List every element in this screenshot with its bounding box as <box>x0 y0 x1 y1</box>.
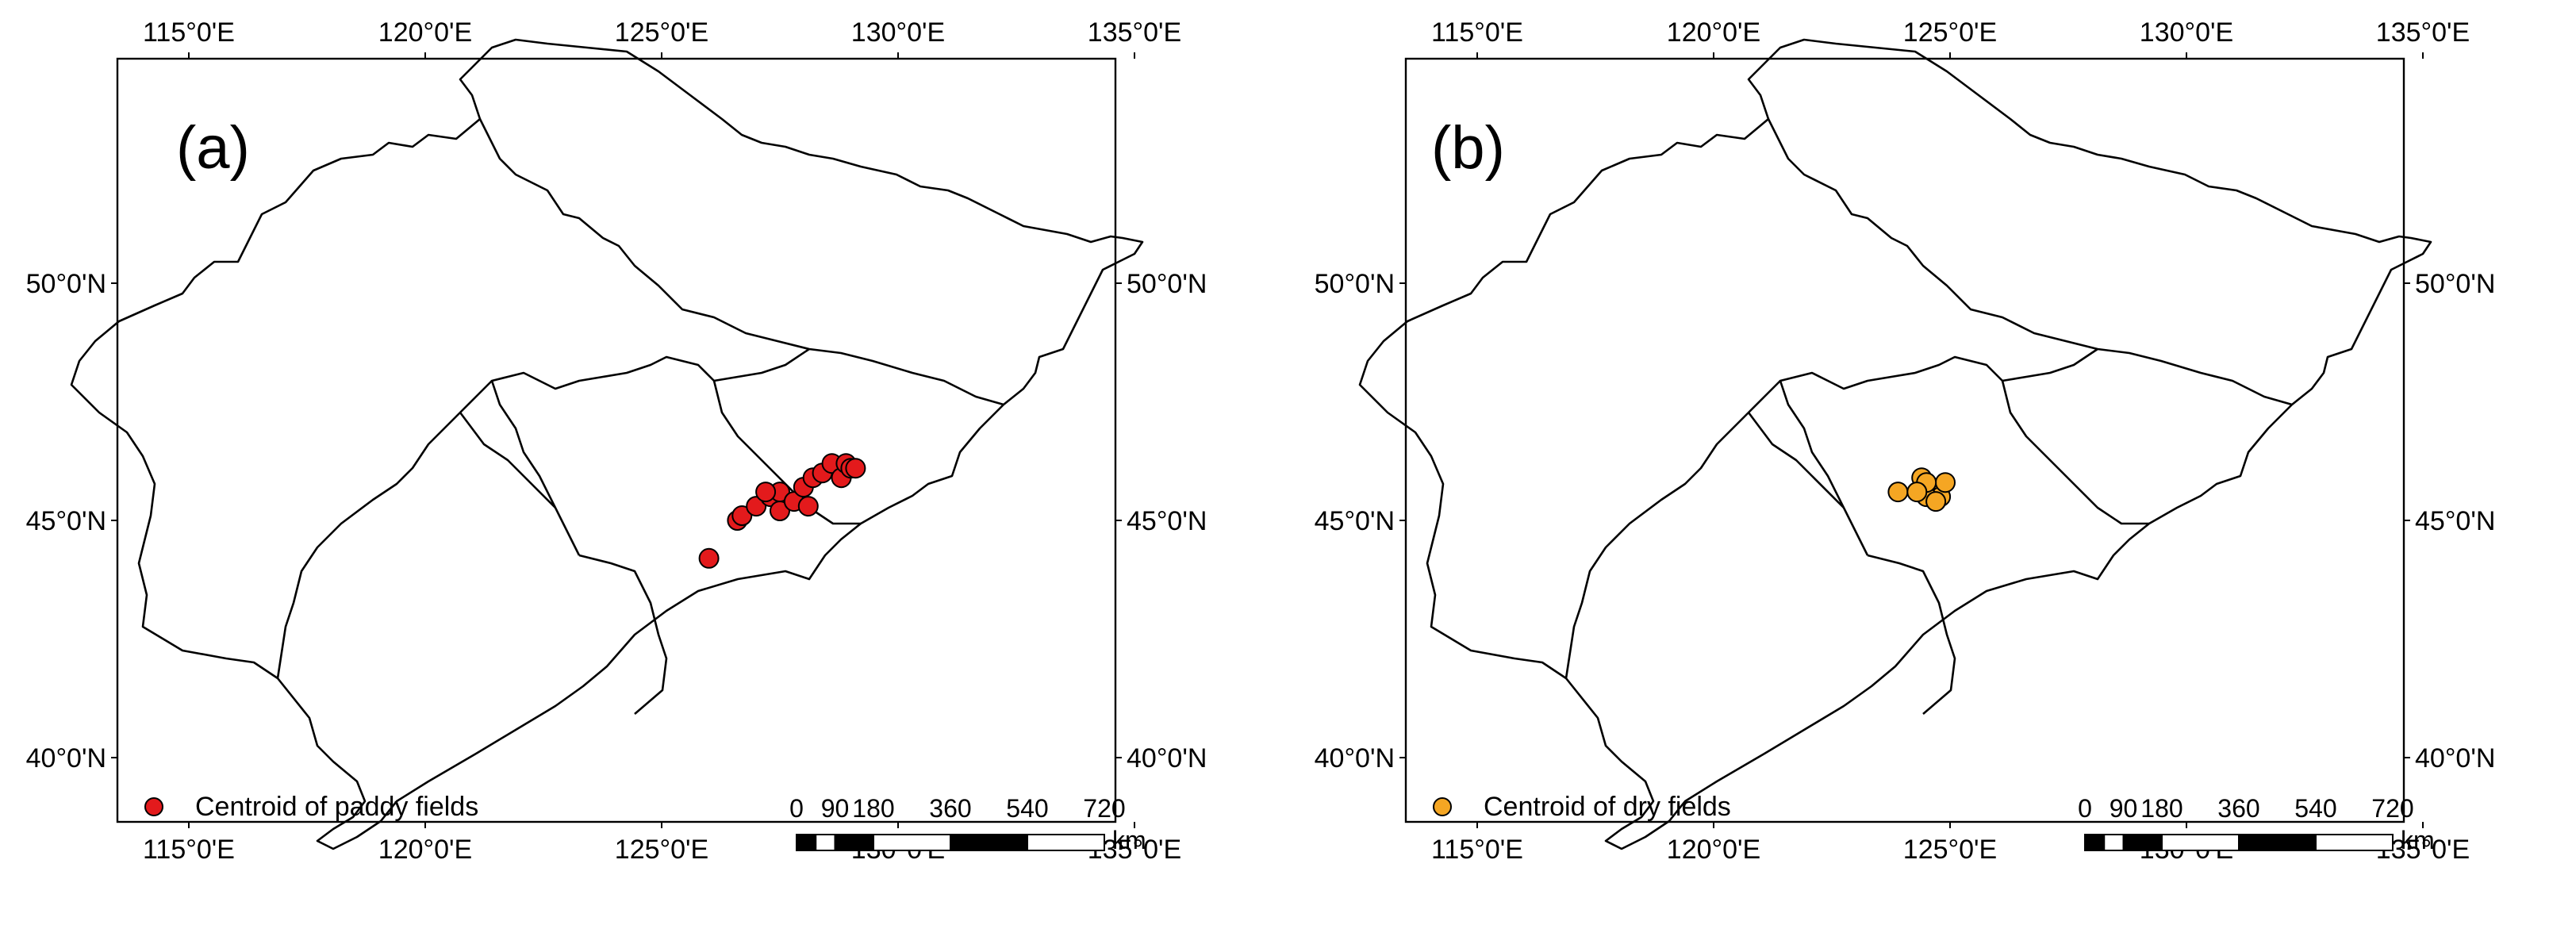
map-frame <box>1404 57 2405 823</box>
scale-segment <box>2103 834 2125 851</box>
lat-label-left: 50°0'N <box>26 269 106 299</box>
centroid-point <box>746 496 767 517</box>
legend: Centroid of paddy fields <box>144 792 478 822</box>
scale-label: 0 <box>2078 794 2092 823</box>
centroid-point <box>845 458 866 479</box>
scale-segment <box>796 834 817 851</box>
points-group-b <box>1887 467 1956 512</box>
legend-label: Centroid of paddy fields <box>195 792 478 822</box>
scale-segment <box>2084 834 2106 851</box>
scale-segment <box>2161 834 2240 851</box>
lon-label-bottom: 120°0'E <box>1667 835 1760 865</box>
longitude-ticks: 115°0'E 115°0'E 120°0'E 120°0'E 125°0'E 125°0… <box>143 17 1181 865</box>
panel-a: (a) Centroid of paddy fields 115°0'E115°… <box>26 17 1207 865</box>
legend-label: Centroid of dry fields <box>1484 792 1731 822</box>
panel-label: (a) <box>176 114 250 182</box>
scale-label: 540 <box>2294 794 2336 823</box>
lon-label-top: 130°0'E <box>851 17 945 48</box>
lon-label-bottom: 120°0'E <box>378 835 472 865</box>
lon-label-top: 130°0'E <box>2140 17 2233 48</box>
map-boundaries <box>1358 38 2432 850</box>
scale-segment <box>815 834 836 851</box>
lon-label-top: 120°0'E <box>1667 17 1760 48</box>
lat-label-left: 40°0'N <box>26 743 106 773</box>
centroid-point <box>1906 482 1928 503</box>
lat-label-left: 40°0'N <box>1315 743 1395 773</box>
lon-label-top: 135°0'E <box>2376 17 2470 48</box>
scale-segment <box>834 834 874 851</box>
scale-label: 720 <box>2371 794 2413 823</box>
centroid-point <box>1887 482 1909 503</box>
scale-unit: km <box>2401 826 2435 854</box>
lat-label-right: 40°0'N <box>2415 743 2495 773</box>
centroid-point <box>731 505 753 526</box>
scale-segment <box>873 834 951 851</box>
centroid-point <box>698 547 720 569</box>
lat-label-left: 45°0'N <box>26 506 106 536</box>
centroid-point <box>797 496 819 517</box>
lon-label-bottom: 115°0'E <box>1431 835 1523 865</box>
lon-label-top: 125°0'E <box>1903 17 1997 48</box>
scale-segment <box>950 834 1028 851</box>
lat-label-right: 40°0'N <box>1127 743 1207 773</box>
lat-label-left: 45°0'N <box>1315 506 1395 536</box>
lon-label-top: 115°0'E <box>1431 17 1523 48</box>
lat-label-left: 50°0'N <box>1315 269 1395 299</box>
lon-label-top: 115°0'E <box>143 17 235 48</box>
scale-label: 360 <box>2217 794 2259 823</box>
scale-label: 180 <box>852 794 894 823</box>
scale-label: 90 <box>821 794 850 823</box>
panel-label: (b) <box>1431 114 1505 182</box>
lat-label-right: 45°0'N <box>2415 506 2495 536</box>
scale-segment <box>2238 834 2317 851</box>
points-group-a <box>698 453 866 569</box>
lat-label-right: 50°0'N <box>2415 269 2495 299</box>
scale-segment <box>1027 834 1105 851</box>
lon-label-top: 125°0'E <box>615 17 708 48</box>
scale-label: 540 <box>1006 794 1048 823</box>
legend-marker <box>1433 797 1452 816</box>
scale-unit: km <box>1112 826 1146 854</box>
legend: Centroid of dry fields <box>1433 792 1731 822</box>
centroid-point <box>1925 491 1947 512</box>
centroid-point <box>1935 472 1956 493</box>
map-frame <box>116 57 1117 823</box>
panel-b: (b) Centroid of dry fields 115°0'E 115°0'… <box>1315 17 2496 865</box>
scale-label: 90 <box>2110 794 2138 823</box>
scale-label: 180 <box>2140 794 2182 823</box>
scale-segment <box>2315 834 2394 851</box>
lon-label-bottom: 115°0'E <box>143 835 235 865</box>
scale-label: 720 <box>1083 794 1125 823</box>
scale-segment <box>2122 834 2163 851</box>
centroid-point <box>755 482 777 503</box>
lat-label-right: 50°0'N <box>1127 269 1207 299</box>
scale-bar: 0 90 180 360 540 720 km <box>789 794 1146 854</box>
scale-label: 360 <box>929 794 971 823</box>
latitude-ticks: 50°0'N 50°0'N 45°0'N 45°0'N 40°0'N 40°0'N <box>26 269 1207 773</box>
lon-label-bottom: 125°0'E <box>1903 835 1997 865</box>
scale-bar: 0 90 180 360 540 720 km <box>2078 794 2435 854</box>
scale-label: 0 <box>789 794 804 823</box>
latitude-ticks: 50°0'N 50°0'N 45°0'N 45°0'N 40°0'N 40°0'N <box>1315 269 2496 773</box>
lon-label-bottom: 125°0'E <box>615 835 708 865</box>
lat-label-right: 45°0'N <box>1127 506 1207 536</box>
lon-label-top: 135°0'E <box>1088 17 1181 48</box>
lon-label-top: 120°0'E <box>378 17 472 48</box>
legend-marker <box>144 797 163 816</box>
